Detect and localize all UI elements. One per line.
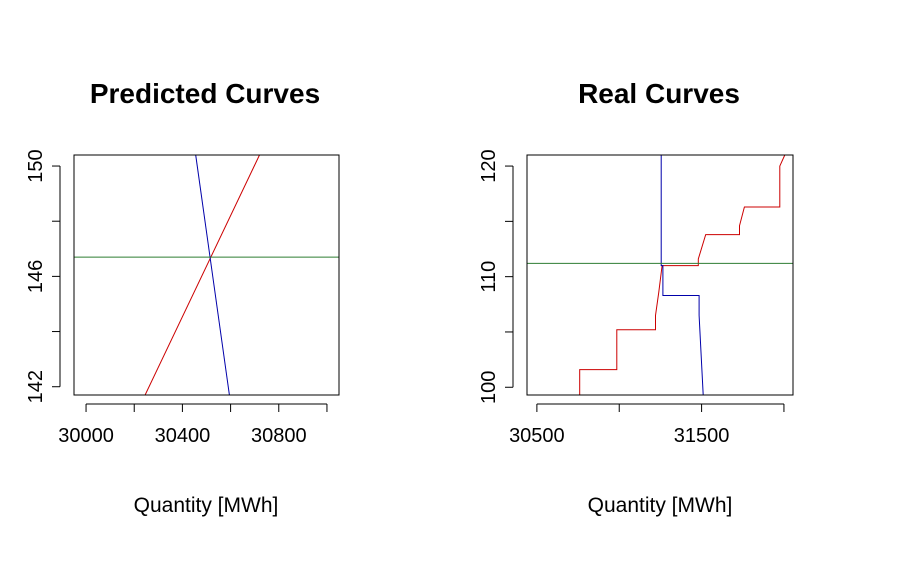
real-curves-demand-curve bbox=[660, 155, 704, 396]
predicted-curves-y-tick-label: 142 bbox=[25, 370, 47, 403]
predicted-curves-y-axis: 142 146 150 bbox=[25, 149, 61, 403]
real-curves-x-tick-label: 31500 bbox=[674, 425, 730, 447]
real-curves-y-tick-label: 100 bbox=[478, 371, 500, 404]
predicted-curves-y-tick-label: 146 bbox=[25, 260, 47, 293]
real-curves-y-tick-label: 110 bbox=[478, 261, 500, 293]
real-curves-series bbox=[527, 154, 793, 396]
predicted-curves-plot-frame bbox=[73, 154, 340, 396]
real-curves-x-axis: 30500 31500 bbox=[509, 403, 785, 447]
real-curves-supply-curve bbox=[579, 154, 786, 395]
real-curves-x-axis-label: Quantity [MWh] bbox=[588, 494, 733, 517]
predicted-curves-x-axis-label: Quantity [MWh] bbox=[134, 494, 279, 517]
predicted-curves-supply-curve bbox=[144, 154, 260, 396]
predicted-curves-title: Predicted Curves bbox=[90, 78, 320, 109]
predicted-curves-panel: Predicted Curves 30000 30400 30800 1421461… bbox=[25, 78, 340, 517]
predicted-curves-demand-curve bbox=[195, 154, 230, 396]
predicted-curves-x-tick-label: 30400 bbox=[155, 425, 211, 447]
predicted-curves-series bbox=[74, 154, 339, 396]
predicted-curves-x-axis: 30000 30400 30800 bbox=[58, 403, 328, 447]
real-curves-y-tick-label: 120 bbox=[478, 149, 500, 182]
real-curves-y-axis: 100 110 120 bbox=[478, 149, 514, 404]
real-curves-x-tick-label: 30500 bbox=[509, 425, 565, 447]
real-curves-title: Real Curves bbox=[578, 78, 740, 109]
real-curves-panel: Real Curves 30500 31500 100 110 120 Quantit… bbox=[478, 78, 794, 517]
predicted-curves-x-tick-label: 30000 bbox=[58, 425, 114, 447]
predicted-curves-y-tick-label: 150 bbox=[25, 149, 47, 182]
real-curves-plot-frame bbox=[526, 154, 794, 396]
predicted-curves-x-tick-label: 30800 bbox=[251, 425, 307, 447]
